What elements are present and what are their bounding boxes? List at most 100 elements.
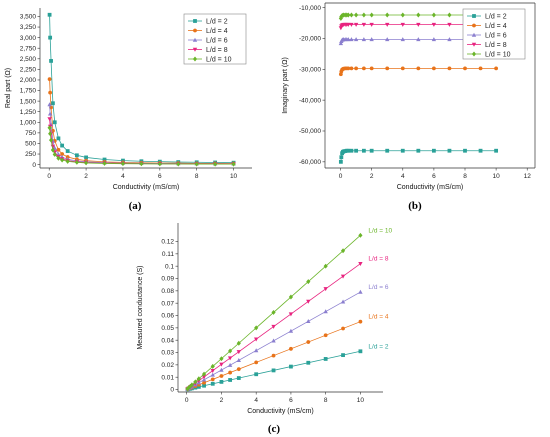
y-tick-label: 250 [25,151,36,158]
data-point [354,12,359,18]
y-tick-label: 0 [170,387,174,394]
x-axis-label: Conductivity (mS/cm) [397,184,464,191]
x-tick-label: 10 [230,173,238,180]
data-point [52,151,57,157]
legend: L/d = 2 L/d = 4 L/d = 6 L/d = 8 L/d = 10 [462,8,526,60]
data-point [236,340,241,346]
data-point [219,379,224,384]
legend-marker [192,47,198,52]
data-point [447,37,452,42]
legend-entry: L/d = 2 [206,18,228,25]
x-tick-label: 4 [401,173,405,180]
y-tick-label: 0 [32,162,36,169]
data-point [227,356,233,361]
x-tick-label: 8 [195,173,199,180]
data-point [447,66,452,71]
x-tick-label: 0 [339,173,343,180]
data-point [340,274,346,279]
data-point [176,161,181,167]
data-point [48,35,53,40]
y-tick-label: 2,500 [20,56,37,63]
data-point [338,41,344,46]
data-point [358,289,363,294]
data-point [227,362,233,367]
data-point [338,159,343,164]
x-tick-label: 2 [220,397,224,404]
data-point [431,37,437,42]
data-point [346,22,351,27]
data-point [369,22,374,27]
data-point [202,383,206,388]
data-point [47,125,52,131]
x-axis-label: Conductivity (mS/cm) [247,408,314,415]
data-point [341,326,345,331]
data-point [47,102,52,107]
series-line [49,79,234,164]
y-tick-label: 0.04 [161,337,174,344]
data-point [431,12,436,18]
series-annotation: L/d = 4 [368,314,388,321]
data-point [463,148,467,153]
data-point [353,37,359,42]
legend-entry: L/d = 10 [206,56,232,63]
legend-marker [472,23,476,28]
data-point [51,101,55,106]
legend-marker [471,32,477,37]
data-point [271,368,276,373]
y-tick-label: 3,000 [20,35,37,42]
y-tick-label: -40,000 [299,97,321,104]
data-point [74,159,79,165]
data-point [349,37,354,42]
y-tick-label: -10,000 [299,5,321,12]
legend-entry: L/d = 6 [206,37,228,44]
chart-b: 0 2 4 6 8 10 12 -10,000 -20,000 -30,000 -40,000 -50… [282,2,536,212]
data-point [228,378,233,382]
series-L8: L/d = 8 [185,256,389,392]
series-L6: L/d = 6 [185,284,389,391]
data-point [494,148,499,153]
data-point [48,90,53,95]
data-point [219,374,224,378]
legend-marker [471,51,477,57]
data-point [369,37,374,42]
data-point [210,372,215,377]
data-point [306,299,311,304]
data-point [102,160,107,166]
data-point [228,370,233,375]
y-tick-label: 0.06 [161,313,174,320]
data-point [254,325,259,331]
data-point [52,120,57,125]
data-point [193,379,198,385]
data-point [210,381,215,386]
data-point [213,161,218,167]
data-point [254,360,259,365]
data-point [416,22,421,27]
data-point [447,22,452,27]
data-point [338,26,344,31]
data-point [84,155,88,160]
data-point [463,66,467,71]
chart-a: 0 2 4 6 8 10 0 250 500 750 1,000 1,250 1,500 1,750 2,0… [5,8,252,212]
panel-caption: (a) [129,200,142,212]
data-point [306,319,311,324]
data-point [323,287,328,292]
legend-entry: L/d = 8 [206,47,228,54]
data-point [48,131,53,137]
chart-c: 0 2 4 6 8 10 0 0.01 0.02 0.03 0.04 0.05 0.06 0.07 0.08… [137,223,392,435]
data-point [385,148,390,153]
data-point [236,350,241,355]
data-point [416,148,421,153]
data-point [385,22,390,27]
data-point [431,22,437,27]
data-point [361,12,366,18]
data-point [361,148,366,153]
data-point [369,66,374,71]
data-point [65,158,70,164]
y-tick-label: 1,750 [20,88,37,95]
legend-entry: L/d = 4 [485,23,507,30]
data-point [361,22,367,27]
data-point [349,12,354,18]
legend-marker [193,19,197,23]
data-point [346,12,351,18]
data-point [385,37,390,42]
